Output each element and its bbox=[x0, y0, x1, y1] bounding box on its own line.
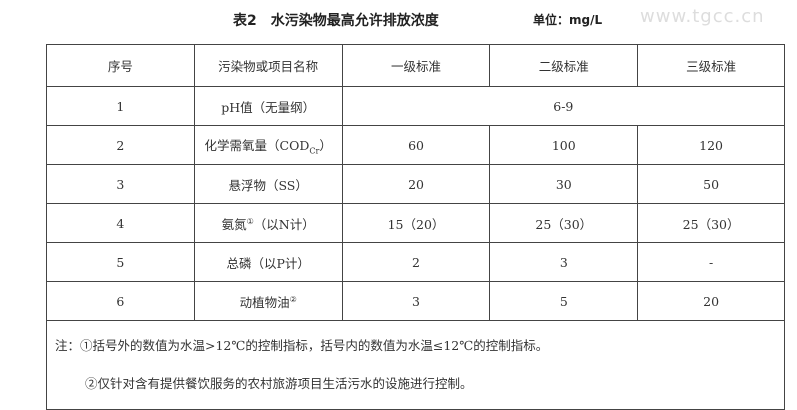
value-cell: 20 bbox=[637, 281, 785, 321]
value-cell: 25（30） bbox=[489, 203, 639, 243]
header-cell: 三级标准 bbox=[637, 44, 785, 87]
value-cell: - bbox=[637, 242, 785, 282]
standards-table: 序号 污染物或项目名称 一级标准 二级标准 三级标准 1 pH值（无量纲） 6-… bbox=[46, 44, 786, 410]
value-cell: 120 bbox=[637, 125, 785, 165]
table-row: 1 pH值（无量纲） 6-9 bbox=[46, 86, 786, 126]
name-text: 化学需氧量（COD bbox=[204, 137, 310, 153]
value-cell: 15（20） bbox=[341, 203, 491, 243]
note-2: ②仅针对含有提供餐饮服务的农村旅游项目生活污水的设施进行控制。 bbox=[85, 376, 473, 391]
pollutant-name: pH值（无量纲） bbox=[193, 86, 343, 126]
value-cell: 2 bbox=[341, 242, 491, 282]
name-text: 氨氮 bbox=[221, 216, 247, 232]
table-row: 5 总磷（以P计） 2 3 - bbox=[46, 242, 785, 282]
table-row: 2 化学需氧量（CODCr） 60 100 120 bbox=[46, 125, 785, 165]
pollutant-name: 悬浮物（SS） bbox=[193, 164, 343, 204]
header-row: 序号 污染物或项目名称 一级标准 二级标准 三级标准 bbox=[46, 44, 785, 87]
table-row: 3 悬浮物（SS） 20 30 50 bbox=[46, 164, 785, 204]
pollutant-name: 化学需氧量（CODCr） bbox=[193, 125, 343, 165]
header-cell: 二级标准 bbox=[489, 44, 639, 87]
notes-row: 注：①括号外的数值为水温>12℃的控制指标，括号内的数值为水温≤12℃的控制指标… bbox=[46, 320, 785, 410]
row-number: 5 bbox=[46, 242, 195, 282]
table-row: 4 氨氮①（以N计） 15（20） 25（30） 25（30） bbox=[46, 203, 785, 243]
header-cell: 一级标准 bbox=[341, 44, 491, 87]
pollutant-name: 氨氮①（以N计） bbox=[193, 203, 343, 243]
pollutant-name: 总磷（以P计） bbox=[193, 242, 343, 282]
table-row: 6 动植物油② 3 5 20 bbox=[46, 281, 785, 321]
row-number: 2 bbox=[46, 125, 195, 165]
subscript: Cr bbox=[309, 146, 320, 156]
footnote-mark: ② bbox=[289, 294, 297, 304]
name-text: 动植物油 bbox=[239, 294, 290, 310]
row-number: 1 bbox=[46, 86, 195, 126]
header-cell: 污染物或项目名称 bbox=[193, 44, 343, 87]
unit-label: 单位：mg/L bbox=[533, 13, 603, 27]
value-cell: 25（30） bbox=[637, 203, 785, 243]
header-cell: 序号 bbox=[46, 44, 195, 87]
watermark: www.tgcc.cn bbox=[640, 6, 765, 27]
note-1: 注：①括号外的数值为水温>12℃的控制指标，括号内的数值为水温≤12℃的控制指标… bbox=[55, 338, 549, 353]
row-number: 3 bbox=[46, 164, 195, 204]
value-cell: 3 bbox=[341, 281, 491, 321]
footnote-mark: ① bbox=[246, 216, 254, 226]
title-text: 表2 水污染物最高允许排放浓度 bbox=[233, 13, 439, 29]
name-end: ） bbox=[319, 137, 332, 153]
name-end: （以N计） bbox=[253, 216, 315, 232]
row-number: 4 bbox=[46, 203, 195, 243]
value-cell: 50 bbox=[637, 164, 785, 204]
notes-cell: 注：①括号外的数值为水温>12℃的控制指标，括号内的数值为水温≤12℃的控制指标… bbox=[46, 320, 785, 410]
pollutant-name: 动植物油② bbox=[193, 281, 343, 321]
merged-value: 6-9 bbox=[341, 86, 786, 126]
table-title: 表2 水污染物最高允许排放浓度 单位：mg/L bbox=[233, 10, 602, 30]
value-cell: 20 bbox=[341, 164, 491, 204]
value-cell: 60 bbox=[341, 125, 491, 165]
value-cell: 3 bbox=[489, 242, 639, 282]
value-cell: 100 bbox=[489, 125, 639, 165]
row-number: 6 bbox=[46, 281, 195, 321]
value-cell: 30 bbox=[489, 164, 639, 204]
value-cell: 5 bbox=[489, 281, 639, 321]
